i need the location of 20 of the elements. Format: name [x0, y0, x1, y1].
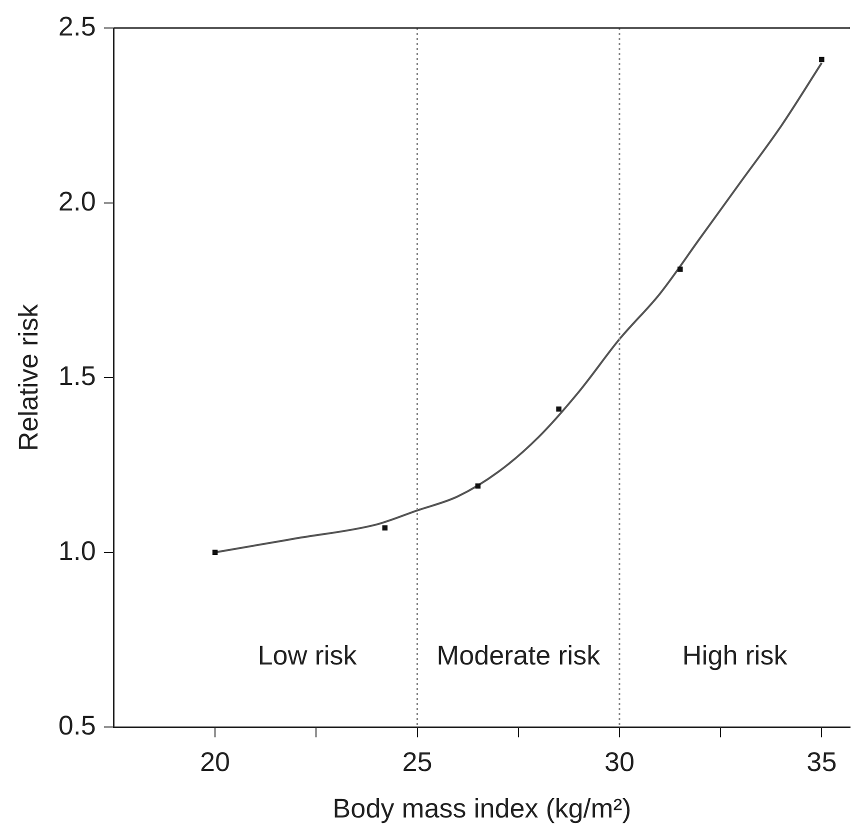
- x-tick-label: 25: [402, 746, 432, 777]
- y-tick-label: 2.5: [58, 11, 96, 42]
- x-tick-label: 30: [604, 746, 634, 777]
- point: [475, 483, 481, 489]
- point: [556, 406, 562, 412]
- y-tick-label: 1.5: [58, 361, 96, 392]
- x-tick-label: 35: [806, 746, 837, 777]
- y-tick-label: 1.0: [58, 536, 96, 566]
- y-tick-label: 2.0: [58, 186, 96, 216]
- y-tick-label: 0.5: [58, 710, 96, 741]
- annotation: High risk: [682, 640, 788, 671]
- x-tick-label: 20: [200, 746, 230, 777]
- annotation: Moderate risk: [436, 640, 601, 671]
- x-axis-title: Body mass index (kg/m²): [332, 793, 632, 824]
- point: [382, 525, 388, 531]
- point: [678, 266, 683, 272]
- point: [212, 550, 218, 556]
- y-axis-title: Relative risk: [14, 304, 44, 452]
- annotation: Low risk: [258, 640, 358, 671]
- point: [819, 56, 824, 62]
